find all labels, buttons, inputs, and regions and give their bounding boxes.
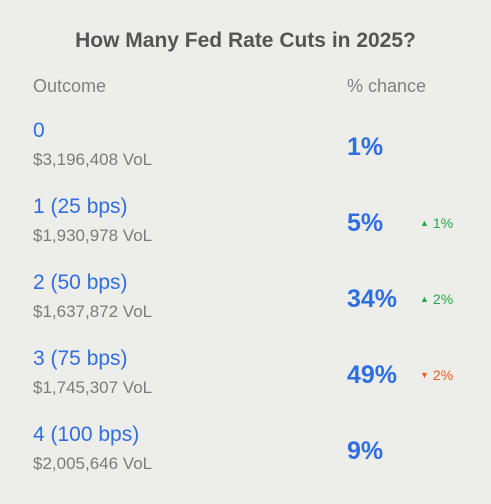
- outcome-volume: $1,637,872 VoL: [33, 302, 153, 321]
- chance-change: ▲ 2%: [420, 291, 453, 307]
- outcome-row[interactable]: 0 $3,196,408 VoL 1%: [0, 119, 491, 195]
- outcome-row[interactable]: 1 (25 bps) $1,930,978 VoL 5% ▲ 1%: [0, 195, 491, 271]
- outcome-name[interactable]: 3 (75 bps): [33, 347, 128, 370]
- outcome-chance: 1%: [347, 133, 384, 161]
- outcome-name[interactable]: 1 (25 bps): [33, 195, 128, 218]
- outcome-volume: $1,930,978 VoL: [33, 226, 153, 245]
- chance-change-value: 1%: [432, 215, 454, 231]
- outcome-volume: $3,196,408 VoL: [33, 150, 153, 169]
- outcome-name[interactable]: 4 (100 bps): [33, 423, 140, 446]
- outcome-volume: $2,005,646 VoL: [33, 454, 153, 473]
- outcome-chance: 34%: [347, 285, 398, 313]
- outcome-row[interactable]: 3 (75 bps) $1,745,307 VoL 49% ▼ 2%: [0, 347, 491, 423]
- outcome-column-header: Outcome: [33, 76, 107, 96]
- outcome-row[interactable]: 2 (50 bps) $1,637,872 VoL 34% ▲ 2%: [0, 271, 491, 347]
- chance-column-header: % chance: [347, 76, 427, 96]
- caret-down-icon: ▼: [420, 370, 429, 380]
- outcome-chance: 49%: [347, 361, 398, 389]
- outcome-name[interactable]: 2 (50 bps): [33, 271, 128, 294]
- outcome-volume: $1,745,307 VoL: [33, 378, 153, 397]
- outcome-row[interactable]: 4 (100 bps) $2,005,646 VoL 9%: [0, 423, 491, 499]
- outcome-name[interactable]: 0: [33, 119, 45, 142]
- caret-up-icon: ▲: [420, 218, 429, 228]
- caret-up-icon: ▲: [420, 294, 429, 304]
- outcome-chance: 9%: [347, 437, 384, 465]
- chance-change: ▲ 1%: [420, 215, 453, 231]
- chance-change-value: 2%: [432, 367, 454, 383]
- page-title: How Many Fed Rate Cuts in 2025?: [75, 29, 416, 52]
- outcome-chance: 5%: [347, 209, 384, 237]
- chance-change-value: 2%: [432, 291, 454, 307]
- chance-change: ▼ 2%: [420, 367, 453, 383]
